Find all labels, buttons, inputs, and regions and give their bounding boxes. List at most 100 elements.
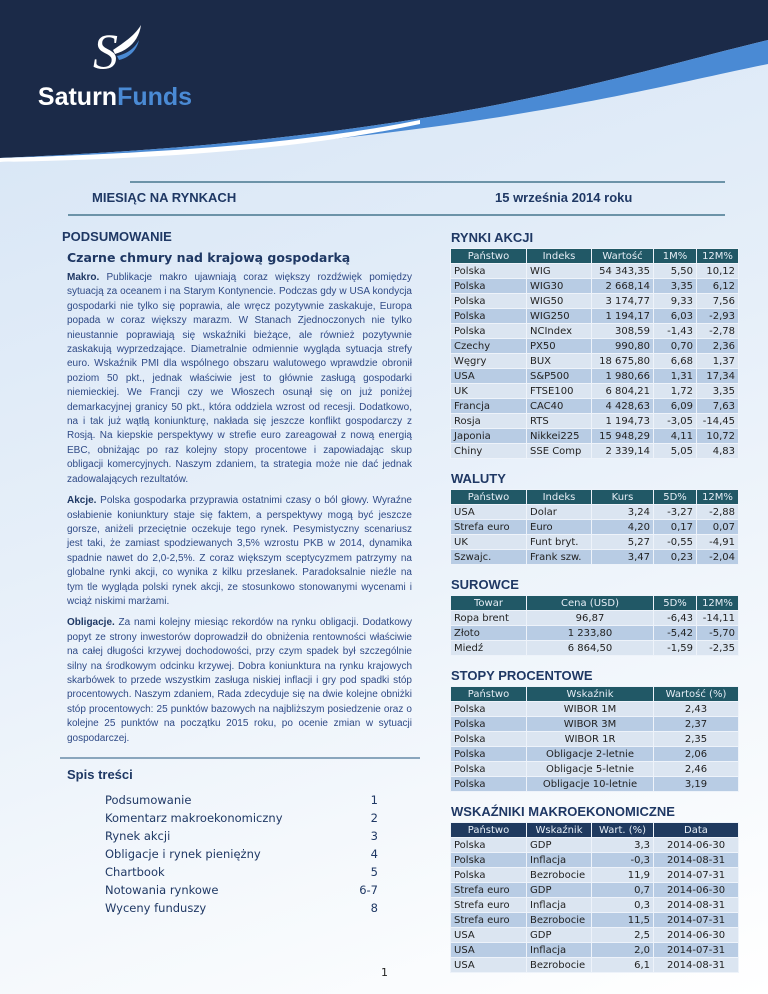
toc-item-label: Komentarz makroekonomiczny	[105, 811, 283, 825]
column-header: Wartość (%)	[653, 686, 739, 702]
toc-item[interactable]: Komentarz makroekonomiczny 2	[105, 809, 378, 827]
table-cell: Inflacja	[526, 942, 592, 958]
table-cell: 2014-07-31	[653, 867, 739, 883]
column-header: Kurs	[591, 489, 654, 505]
rates-table: Państwo Wskaźnik Wartość (%) Polska WIBOR 1M…	[450, 686, 739, 792]
table-cell: Polska	[450, 716, 527, 732]
table-row: Szwajc. Frank szw. 3,47 0,23 -2,04	[450, 549, 739, 565]
table-cell: Strefa euro	[450, 897, 527, 913]
table-cell: 6,03	[653, 308, 697, 324]
table-row: Polska WIG50 3 174,77 9,33 7,56	[450, 293, 739, 309]
column-header: Państwo	[450, 248, 527, 264]
table-cell: Japonia	[450, 428, 527, 444]
section-title-equities: RYNKI AKCJI	[451, 230, 534, 245]
table-row: Japonia Nikkei225 15 948,29 4,11 10,72	[450, 428, 739, 444]
section-title-currencies: WALUTY	[451, 471, 506, 486]
table-cell: 3 174,77	[591, 293, 654, 309]
table-cell: -6,43	[653, 610, 697, 626]
table-cell: BUX	[526, 353, 592, 369]
table-row: UK FTSE100 6 804,21 1,72 3,35	[450, 383, 739, 399]
table-cell: -1,59	[653, 640, 697, 656]
table-row: USA S&P500 1 980,66 1,31 17,34	[450, 368, 739, 384]
table-cell: 4,20	[591, 519, 654, 535]
paragraph-macro: Makro. Publikacje makro ujawniają coraz …	[67, 272, 412, 485]
table-cell: Polska	[450, 701, 527, 717]
section-title-commodities: SUROWCE	[451, 577, 519, 592]
macro-table: Państwo Wskaźnik Wart. (%) Data Polska GDP 3,3…	[450, 822, 739, 973]
table-cell: 2,5	[591, 927, 654, 943]
header-row: Państwo Indeks Wartość 1M% 12M%	[450, 248, 739, 264]
table-cell: 2014-06-30	[653, 882, 739, 898]
column-header: 12M%	[696, 595, 739, 611]
section-title-macro: WSKAŹNIKI MAKROEKONOMICZNE	[451, 804, 675, 819]
table-row: Polska WIG30 2 668,14 3,35 6,12	[450, 278, 739, 294]
table-cell: -5,70	[696, 625, 739, 641]
table-cell: 10,12	[696, 263, 739, 279]
wing-s-icon: S	[93, 23, 141, 79]
table-row: USA GDP 2,5 2014-06-30	[450, 927, 739, 943]
table-row: Polska Inflacja -0,3 2014-08-31	[450, 852, 739, 868]
table-cell: PX50	[526, 338, 592, 354]
column-header: Państwo	[450, 822, 527, 838]
table-cell: UK	[450, 534, 527, 550]
table-cell: 10,72	[696, 428, 739, 444]
table-cell: Polska	[450, 263, 527, 279]
table-cell: Obligacje 5-letnie	[526, 761, 654, 777]
table-row: Polska WIBOR 3M 2,37	[450, 716, 739, 732]
section-title-rates: STOPY PROCENTOWE	[451, 668, 593, 683]
table-cell: 3,35	[696, 383, 739, 399]
toc-item[interactable]: Rynek akcji 3	[105, 827, 378, 845]
divider	[68, 214, 725, 216]
headline: Czarne chmury nad krajową gospodarką	[67, 250, 351, 265]
table-cell: WIG30	[526, 278, 592, 294]
toc-item[interactable]: Notowania rynkowe 6-7	[105, 881, 378, 899]
toc-item-page: 8	[370, 901, 378, 915]
column-header: Wskaźnik	[526, 822, 592, 838]
column-header: Wart. (%)	[591, 822, 654, 838]
table-cell: 11,9	[591, 867, 654, 883]
table-cell: 5,05	[653, 443, 697, 459]
summary-body: Makro. Publikacje makro ujawniają coraz …	[67, 271, 412, 753]
table-row: Francja CAC40 4 428,63 6,09 7,63	[450, 398, 739, 414]
divider	[130, 181, 725, 183]
table-cell: -2,93	[696, 308, 739, 324]
publication-date: 15 września 2014 roku	[495, 190, 633, 205]
logo-text-saturn: Saturn	[37, 83, 118, 111]
table-cell: 2014-06-30	[653, 927, 739, 943]
column-header: Towar	[450, 595, 527, 611]
table-cell: -14,11	[696, 610, 739, 626]
column-header: Państwo	[450, 686, 527, 702]
table-cell: -0,3	[591, 852, 654, 868]
paragraph-equities: Akcje. Polska gospodarka przyprawia osta…	[67, 495, 412, 607]
table-cell: -2,78	[696, 323, 739, 339]
table-cell: 0,07	[696, 519, 739, 535]
column-header: Cena (USD)	[526, 595, 654, 611]
table-cell: USA	[450, 504, 527, 520]
table-cell: 3,3	[591, 837, 654, 853]
table-cell: 308,59	[591, 323, 654, 339]
toc-item[interactable]: Podsumowanie 1	[105, 791, 378, 809]
table-cell: -14,45	[696, 413, 739, 429]
table-cell: Strefa euro	[450, 912, 527, 928]
table-row: Strefa euro GDP 0,7 2014-06-30	[450, 882, 739, 898]
table-row: USA Dolar 3,24 -3,27 -2,88	[450, 504, 739, 520]
table-cell: 1,31	[653, 368, 697, 384]
table-cell: 6 864,50	[526, 640, 654, 656]
toc-item-label: Wyceny funduszy	[105, 901, 207, 915]
toc-item[interactable]: Chartbook 5	[105, 863, 378, 881]
toc-item[interactable]: Wyceny funduszy 8	[105, 899, 378, 917]
table-of-contents: Podsumowanie 1 Komentarz makroekonomiczny 2…	[105, 791, 378, 917]
table-cell: Polska	[450, 852, 527, 868]
table-cell: FTSE100	[526, 383, 592, 399]
table-cell: WIG	[526, 263, 592, 279]
table-cell: Polska	[450, 278, 527, 294]
table-cell: 3,19	[653, 776, 739, 792]
table-cell: -0,55	[653, 534, 697, 550]
table-cell: Polska	[450, 837, 527, 853]
toc-item[interactable]: Obligacje i rynek pieniężny 4	[105, 845, 378, 863]
table-cell: 96,87	[526, 610, 654, 626]
table-cell: 17,34	[696, 368, 739, 384]
divider	[60, 757, 420, 759]
table-cell: 18 675,80	[591, 353, 654, 369]
table-row: Ropa brent 96,87 -6,43 -14,11	[450, 610, 739, 626]
